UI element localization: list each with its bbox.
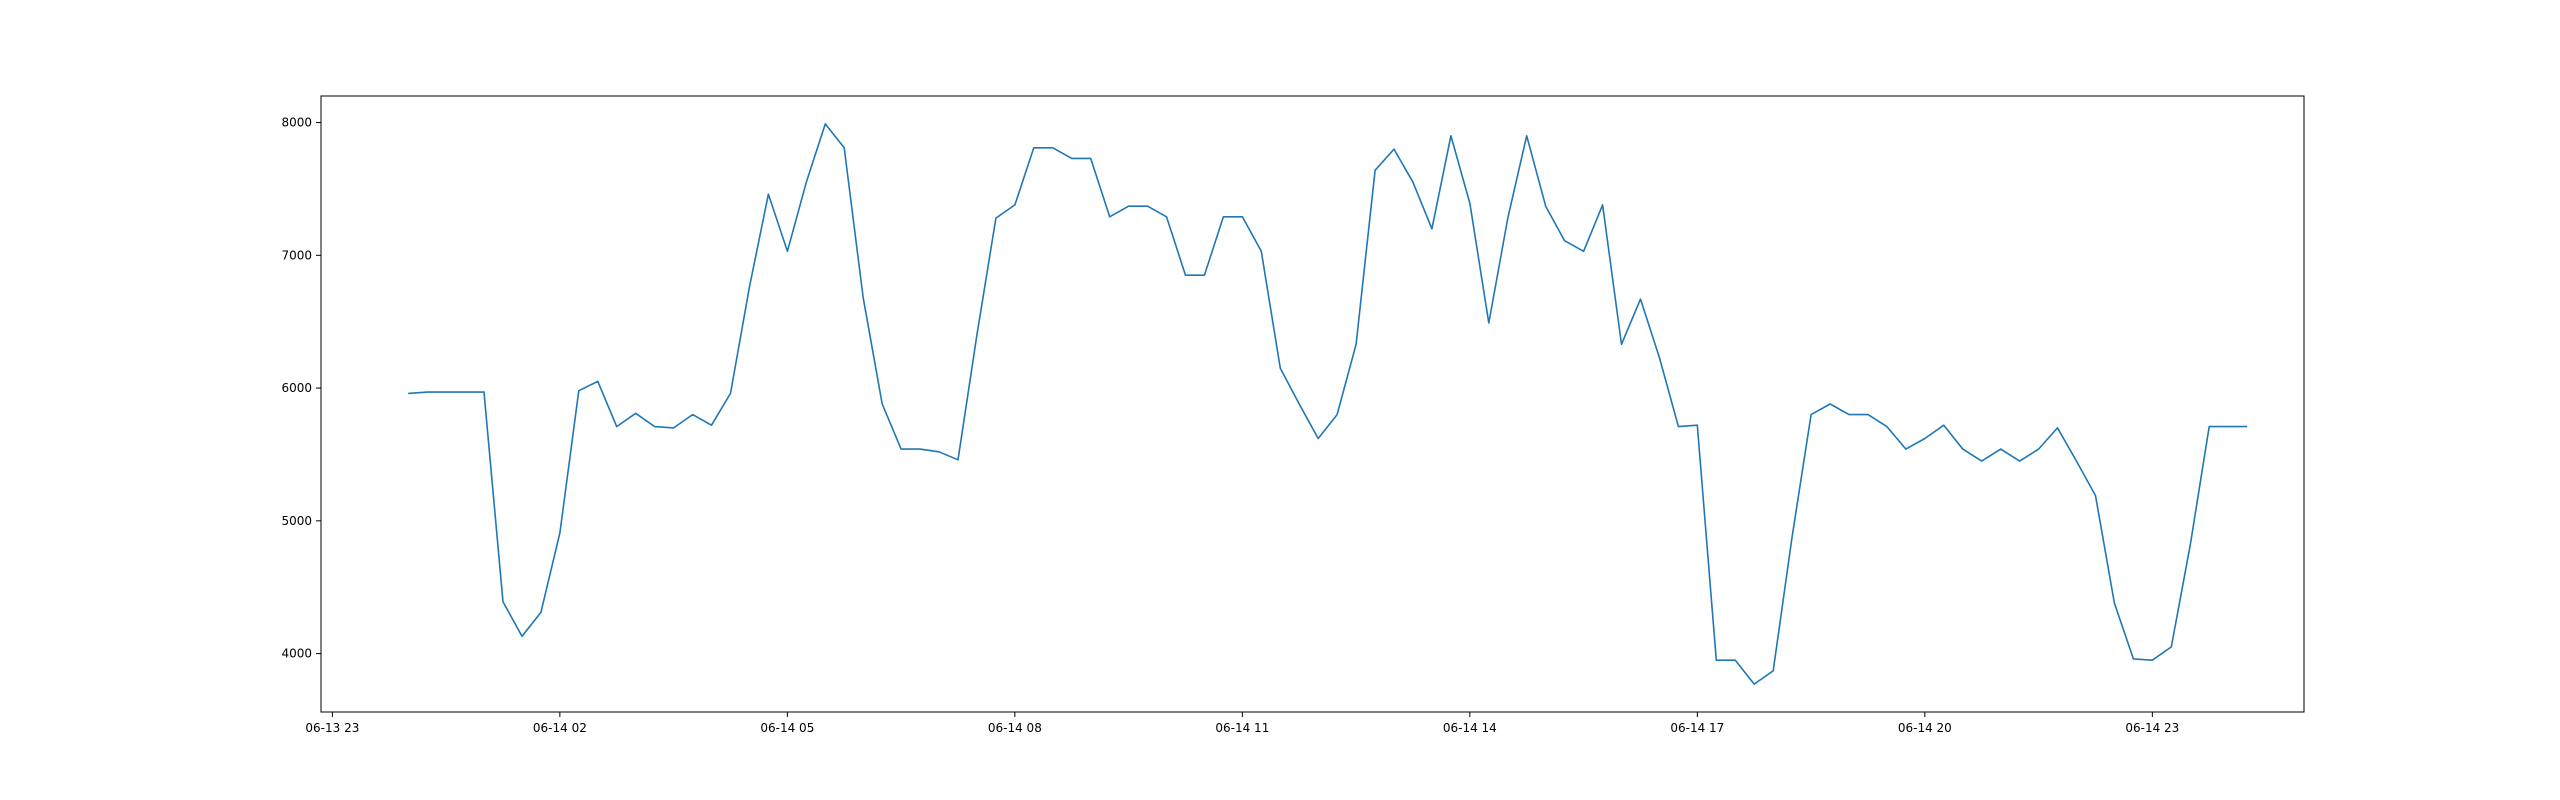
y-tick-label: 6000 (281, 381, 312, 395)
x-tick-label: 06-14 08 (988, 721, 1042, 735)
x-tick-label: 06-14 23 (2125, 721, 2179, 735)
series-line (408, 123, 2248, 685)
y-axis: 4000 5000 6000 7000 8000 (281, 116, 321, 661)
x-tick-label: 06-14 05 (760, 721, 814, 735)
x-tick-label: 06-14 02 (533, 721, 587, 735)
y-tick-label: 7000 (281, 248, 312, 262)
y-tick-label: 4000 (281, 647, 312, 661)
x-tick-label: 06-14 17 (1670, 721, 1724, 735)
plot-area-frame (320, 95, 2305, 713)
x-axis: 06-13 23 06-14 02 06-14 05 06-14 08 06-14 11… (305, 712, 2179, 735)
x-tick-label: 06-14 14 (1443, 721, 1497, 735)
x-tick-label: 06-13 23 (305, 721, 359, 735)
x-tick-label: 06-14 20 (1898, 721, 1952, 735)
y-tick-label: 5000 (281, 514, 312, 528)
series-group (408, 123, 2248, 685)
y-tick-label: 8000 (281, 116, 312, 130)
x-tick-label: 06-14 11 (1215, 721, 1269, 735)
